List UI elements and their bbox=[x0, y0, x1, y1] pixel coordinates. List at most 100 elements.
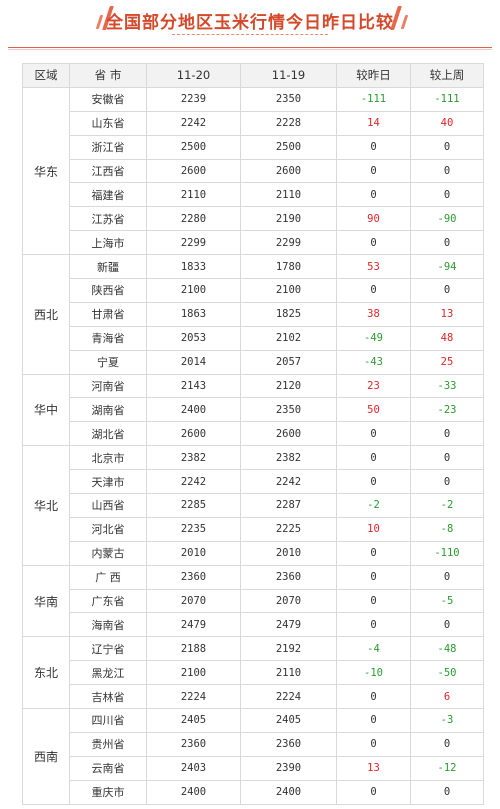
table-row: 西北 新疆 1833 1780 53 -94 bbox=[22, 254, 484, 375]
price-1120-cell: 2382 bbox=[146, 445, 241, 471]
region-cell: 东北 bbox=[22, 636, 70, 710]
change-vs-yesterday-cell: 0 bbox=[336, 588, 411, 614]
price-1119-cell: 1825 bbox=[240, 301, 337, 327]
table-row: 内蒙古 2010 2010 0 -110 bbox=[23, 540, 484, 566]
change-vs-yesterday-cell: 0 bbox=[336, 230, 411, 256]
price-1119-cell: 2600 bbox=[240, 421, 337, 447]
price-1120-cell: 2014 bbox=[146, 349, 241, 375]
price-1119-cell: 2287 bbox=[240, 493, 337, 518]
price-1119-cell: 2360 bbox=[240, 564, 337, 590]
province-cell: 甘肃省 bbox=[69, 301, 147, 327]
region-cell: 华中 bbox=[22, 373, 70, 447]
price-1120-cell: 2360 bbox=[146, 564, 241, 590]
price-1120-cell: 2360 bbox=[146, 731, 241, 757]
change-vs-yesterday-cell: -43 bbox=[336, 349, 411, 375]
change-vs-week-cell: -50 bbox=[410, 660, 484, 686]
province-cell: 江西省 bbox=[69, 158, 147, 184]
table-row: 黑龙江 2100 2110 -10 -50 bbox=[23, 660, 484, 686]
region-cell: 西南 bbox=[22, 708, 70, 805]
price-1119-cell: 2382 bbox=[240, 445, 337, 471]
province-cell: 山西省 bbox=[69, 493, 147, 518]
province-cell: 北京市 bbox=[69, 445, 147, 471]
change-vs-yesterday-cell: 23 bbox=[336, 373, 411, 399]
change-vs-week-cell: -111 bbox=[410, 86, 484, 112]
change-vs-week-cell: 13 bbox=[410, 301, 484, 327]
change-vs-yesterday-cell: 0 bbox=[336, 134, 411, 160]
table-row: 东北 辽宁省 2188 2192 -4 -48 bbox=[22, 636, 484, 710]
change-vs-week-cell: 0 bbox=[410, 421, 484, 447]
table-row: 广东省 2070 2070 0 -5 bbox=[23, 588, 484, 614]
province-cell: 贵州省 bbox=[69, 731, 147, 757]
price-1119-cell: 2400 bbox=[240, 779, 337, 805]
price-1120-cell: 2600 bbox=[146, 158, 241, 184]
page-title: 全国部分地区玉米行情今日昨日比较 bbox=[106, 13, 394, 33]
col-header-region: 区域 bbox=[22, 63, 70, 88]
price-1120-cell: 2100 bbox=[146, 660, 241, 686]
table-row: 福建省 2110 2110 0 0 bbox=[23, 182, 484, 208]
price-1120-cell: 2242 bbox=[146, 469, 241, 495]
change-vs-yesterday-cell: -49 bbox=[336, 325, 411, 351]
change-vs-week-cell: 0 bbox=[410, 779, 484, 805]
price-1119-cell: 2390 bbox=[240, 755, 337, 781]
table-row: 贵州省 2360 2360 0 0 bbox=[23, 731, 484, 757]
change-vs-yesterday-cell: 0 bbox=[336, 684, 411, 710]
change-vs-yesterday-cell: -2 bbox=[336, 493, 411, 518]
page-header: 全国部分地区玉米行情今日昨日比较 bbox=[0, 0, 500, 52]
change-vs-yesterday-cell: 14 bbox=[336, 110, 411, 136]
price-1119-cell: 2224 bbox=[240, 684, 337, 710]
province-cell: 青海省 bbox=[69, 325, 147, 351]
price-1120-cell: 2110 bbox=[146, 182, 241, 208]
change-vs-yesterday-cell: 38 bbox=[336, 301, 411, 327]
header-divider-shadow bbox=[8, 49, 492, 50]
change-vs-week-cell: -5 bbox=[410, 588, 484, 614]
change-vs-yesterday-cell: 0 bbox=[336, 278, 411, 303]
change-vs-week-cell: -12 bbox=[410, 755, 484, 781]
province-cell: 内蒙古 bbox=[69, 540, 147, 566]
change-vs-yesterday-cell: 0 bbox=[336, 182, 411, 208]
price-1120-cell: 2299 bbox=[146, 230, 241, 256]
table-row: 西南 四川省 2405 2405 0 -3 bbox=[22, 708, 484, 805]
price-1119-cell: 2299 bbox=[240, 230, 337, 256]
price-1119-cell: 2350 bbox=[240, 86, 337, 112]
change-vs-week-cell: 0 bbox=[410, 278, 484, 303]
table-row: 江苏省 2280 2190 90 -90 bbox=[23, 206, 484, 232]
table-row: 华南广 西 2360 2360 0 0 bbox=[22, 564, 484, 638]
change-vs-yesterday-cell: 13 bbox=[336, 755, 411, 781]
change-vs-yesterday-cell: 10 bbox=[336, 516, 411, 542]
table-body: 华东 安徽省 2239 2350 -111 -111 山东省 2242 2228 14 40 浙江省 2… bbox=[22, 86, 484, 805]
price-1119-cell: 2120 bbox=[240, 373, 337, 399]
province-cell: 广 西 bbox=[69, 564, 147, 590]
change-vs-yesterday-cell: 0 bbox=[336, 158, 411, 184]
price-1119-cell: 1780 bbox=[240, 254, 337, 280]
change-vs-yesterday-cell: 0 bbox=[336, 731, 411, 757]
table-row: 陕西省 2100 2100 0 0 bbox=[23, 278, 484, 303]
change-vs-week-cell: 0 bbox=[410, 469, 484, 495]
header-divider bbox=[8, 47, 492, 48]
change-vs-yesterday-cell: 0 bbox=[336, 469, 411, 495]
price-1119-cell: 2350 bbox=[240, 397, 337, 423]
change-vs-week-cell: -8 bbox=[410, 516, 484, 542]
change-vs-week-cell: -48 bbox=[410, 636, 484, 662]
table-row: 江西省 2600 2600 0 0 bbox=[23, 158, 484, 184]
col-header-vs-week: 较上周 bbox=[410, 63, 484, 88]
change-vs-yesterday-cell: 90 bbox=[336, 206, 411, 232]
change-vs-week-cell: 0 bbox=[410, 731, 484, 757]
price-1119-cell: 2225 bbox=[240, 516, 337, 542]
province-cell: 福建省 bbox=[69, 182, 147, 208]
price-1119-cell: 2057 bbox=[240, 349, 337, 375]
table-header-row: 区域 省 市 11-20 11-19 较昨日 较上周 bbox=[22, 63, 484, 88]
col-header-date-1119: 11-19 bbox=[240, 63, 337, 88]
change-vs-yesterday-cell: 0 bbox=[336, 779, 411, 805]
change-vs-week-cell: 0 bbox=[410, 134, 484, 160]
province-cell: 天津市 bbox=[69, 469, 147, 495]
price-1120-cell: 2405 bbox=[146, 708, 241, 733]
table-row: 青海省 2053 2102 -49 48 bbox=[23, 325, 484, 351]
price-1120-cell: 2239 bbox=[146, 86, 241, 112]
change-vs-yesterday-cell: 0 bbox=[336, 708, 411, 733]
price-1119-cell: 2110 bbox=[240, 660, 337, 686]
price-1120-cell: 1833 bbox=[146, 254, 241, 280]
change-vs-yesterday-cell: 0 bbox=[336, 612, 411, 638]
province-cell: 海南省 bbox=[69, 612, 147, 638]
table-row: 重庆市 2400 2400 0 0 bbox=[23, 779, 484, 805]
price-1119-cell: 2110 bbox=[240, 182, 337, 208]
